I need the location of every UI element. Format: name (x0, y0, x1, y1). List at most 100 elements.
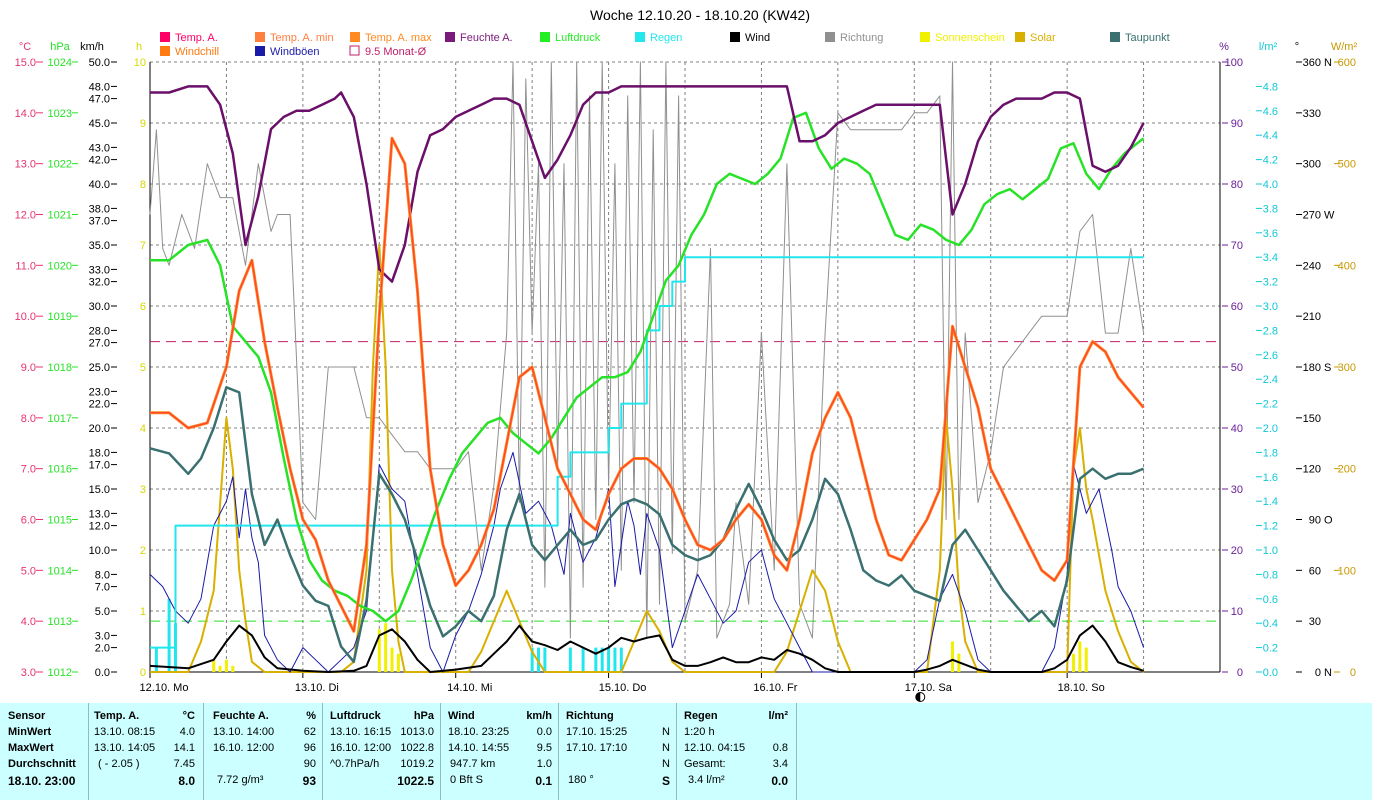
sunshine-unit-label: h (136, 41, 142, 53)
stats-value: 1013.0 (400, 726, 434, 738)
direction-cardinal-label: N (1324, 57, 1332, 69)
wind-tick-label: 8.0 (95, 569, 110, 581)
stats-unit: % (306, 710, 316, 722)
stats-current: 0.0 (771, 774, 788, 788)
wind-tick-label: 3.0 (95, 630, 110, 642)
day-label: 13.10. Di (295, 682, 339, 694)
stats-value: N (662, 742, 670, 754)
wind-tick-label: 0.0 (95, 667, 110, 679)
legend-label: Regen (650, 32, 682, 44)
temp-tick-label: 11.0 (15, 260, 36, 272)
legend-swatch (445, 32, 455, 42)
stats-note: 947.7 km (450, 758, 496, 770)
wind-tick-label: 43.0 (89, 142, 110, 154)
rain-bar (619, 647, 623, 672)
solar-tick-label: 500 (1338, 159, 1356, 171)
pressure-tick-label: 1024 (48, 57, 72, 69)
pressure-tick-label: 1018 (48, 362, 72, 374)
temp-tick-label: 3.0 (21, 667, 36, 679)
sunshine-bar (212, 659, 216, 672)
humidity-tick-label: 60 (1231, 301, 1243, 313)
wind-tick-label: 12.0 (89, 521, 110, 533)
rain-tick-label: 4.8 (1263, 81, 1278, 93)
sunshine-tick-label: 5 (140, 362, 146, 374)
rain-series-line (150, 256, 1144, 649)
stats-table: Sensor MinWert MaxWert Durchschnitt 18.1… (0, 703, 1372, 800)
sunshine-tick-label: 3 (140, 484, 146, 496)
stats-value: 9.5 (536, 742, 552, 754)
humidity-tick-label: 10 (1231, 606, 1243, 618)
stats-value: 14.1 (173, 742, 195, 754)
direction-tick-label: 210 (1303, 311, 1321, 323)
wind-tick-label: 37.0 (89, 216, 110, 228)
legend-label: Solar (1030, 32, 1056, 44)
rain-bar (537, 647, 541, 672)
sunshine-tick-label: 1 (140, 606, 146, 618)
stats-date: 13.10. 08:15 (94, 726, 156, 738)
direction-tick-label: 240 (1303, 260, 1321, 272)
rain-bar (568, 647, 572, 672)
solar-tick-label: 300 (1338, 362, 1356, 374)
weather-chart: Woche 12.10.20 - 18.10.20 (KW42) Temp. A.… (15, 7, 1357, 702)
stats-current: 93 (302, 774, 316, 788)
temp-tick-label: 5.0 (21, 565, 36, 577)
day-label: 15.10. Do (599, 682, 647, 694)
stats-head: Luftdruck (330, 710, 381, 722)
rain-tick-label: 4.4 (1263, 130, 1278, 142)
rain-tick-label: 4.6 (1263, 106, 1278, 118)
wind-tick-label: 25.0 (89, 362, 110, 374)
stats-col-rain: Regen l/m² 1:20 h 12.10. 04:15 0.8 Gesam… (676, 703, 797, 800)
rain-bar (594, 647, 598, 672)
sunshine-bar (396, 653, 400, 672)
day-label: 18.10. So (1058, 682, 1105, 694)
legend-label: Windchill (175, 46, 219, 58)
sunshine-tick-label: 0 (140, 667, 146, 679)
stats-value: N (662, 726, 670, 738)
wind-tick-label: 22.0 (89, 399, 110, 411)
pressure-tick-label: 1015 (48, 515, 72, 527)
wind-tick-label: 50.0 (89, 57, 110, 69)
legend-swatch (540, 32, 550, 42)
rain-tick-label: 2.0 (1263, 423, 1278, 435)
direction-tick-label: 0 (1315, 667, 1321, 679)
sunshine-tick-label: 10 (134, 57, 146, 69)
legend-swatch (255, 32, 265, 42)
solar-series-line (150, 244, 1145, 673)
legend-label: Wind (745, 32, 770, 44)
direction-series-line (149, 61, 1145, 639)
solar-tick-label: 0 (1350, 667, 1356, 679)
rain-bar (543, 647, 547, 672)
rain-tick-label: 3.0 (1263, 301, 1278, 313)
sunshine-bar (1072, 653, 1076, 672)
humidity-tick-label: 100 (1225, 57, 1243, 69)
legend-label: Temp. A. min (270, 32, 334, 44)
stats-head: Wind (448, 710, 475, 722)
stats-note: ^0.7hPa/h (330, 758, 380, 770)
wind-tick-label: 30.0 (89, 301, 110, 313)
direction-tick-label: 90 (1309, 515, 1321, 527)
stats-date: 12.10. 04:15 (684, 742, 746, 754)
stats-unit: km/h (526, 710, 552, 722)
wind-series-line (149, 624, 1144, 673)
rain-tick-label: 1.8 (1263, 447, 1278, 459)
wind-tick-label: 38.0 (89, 203, 110, 215)
stats-current: 0.1 (535, 774, 552, 788)
direction-cardinal-label: O (1324, 515, 1333, 527)
sunshine-bar (1084, 647, 1088, 672)
stats-col-pressure: Luftdruck hPa 13.10. 16:15 1013.0 16.10.… (322, 703, 441, 800)
stats-unit: l/m² (768, 710, 788, 722)
wind-tick-label: 13.0 (89, 508, 110, 520)
stats-value: 0.8 (772, 742, 788, 754)
wind-tick-label: 20.0 (89, 423, 110, 435)
rain-tick-label: 1.0 (1263, 545, 1278, 557)
rain-tick-label: 2.8 (1263, 325, 1278, 337)
stats-value: 96 (303, 742, 316, 754)
rain-tick-label: 0.0 (1263, 667, 1278, 679)
rain-tick-label: 1.6 (1263, 472, 1278, 484)
rain-bar (600, 647, 604, 672)
legend-label: Feuchte A. (460, 32, 513, 44)
legend-label: Windböen (270, 46, 320, 58)
stats-note: 3.4 l/m² (688, 774, 725, 786)
pressure-tick-label: 1012 (48, 667, 72, 679)
sunshine-bar (218, 665, 222, 672)
